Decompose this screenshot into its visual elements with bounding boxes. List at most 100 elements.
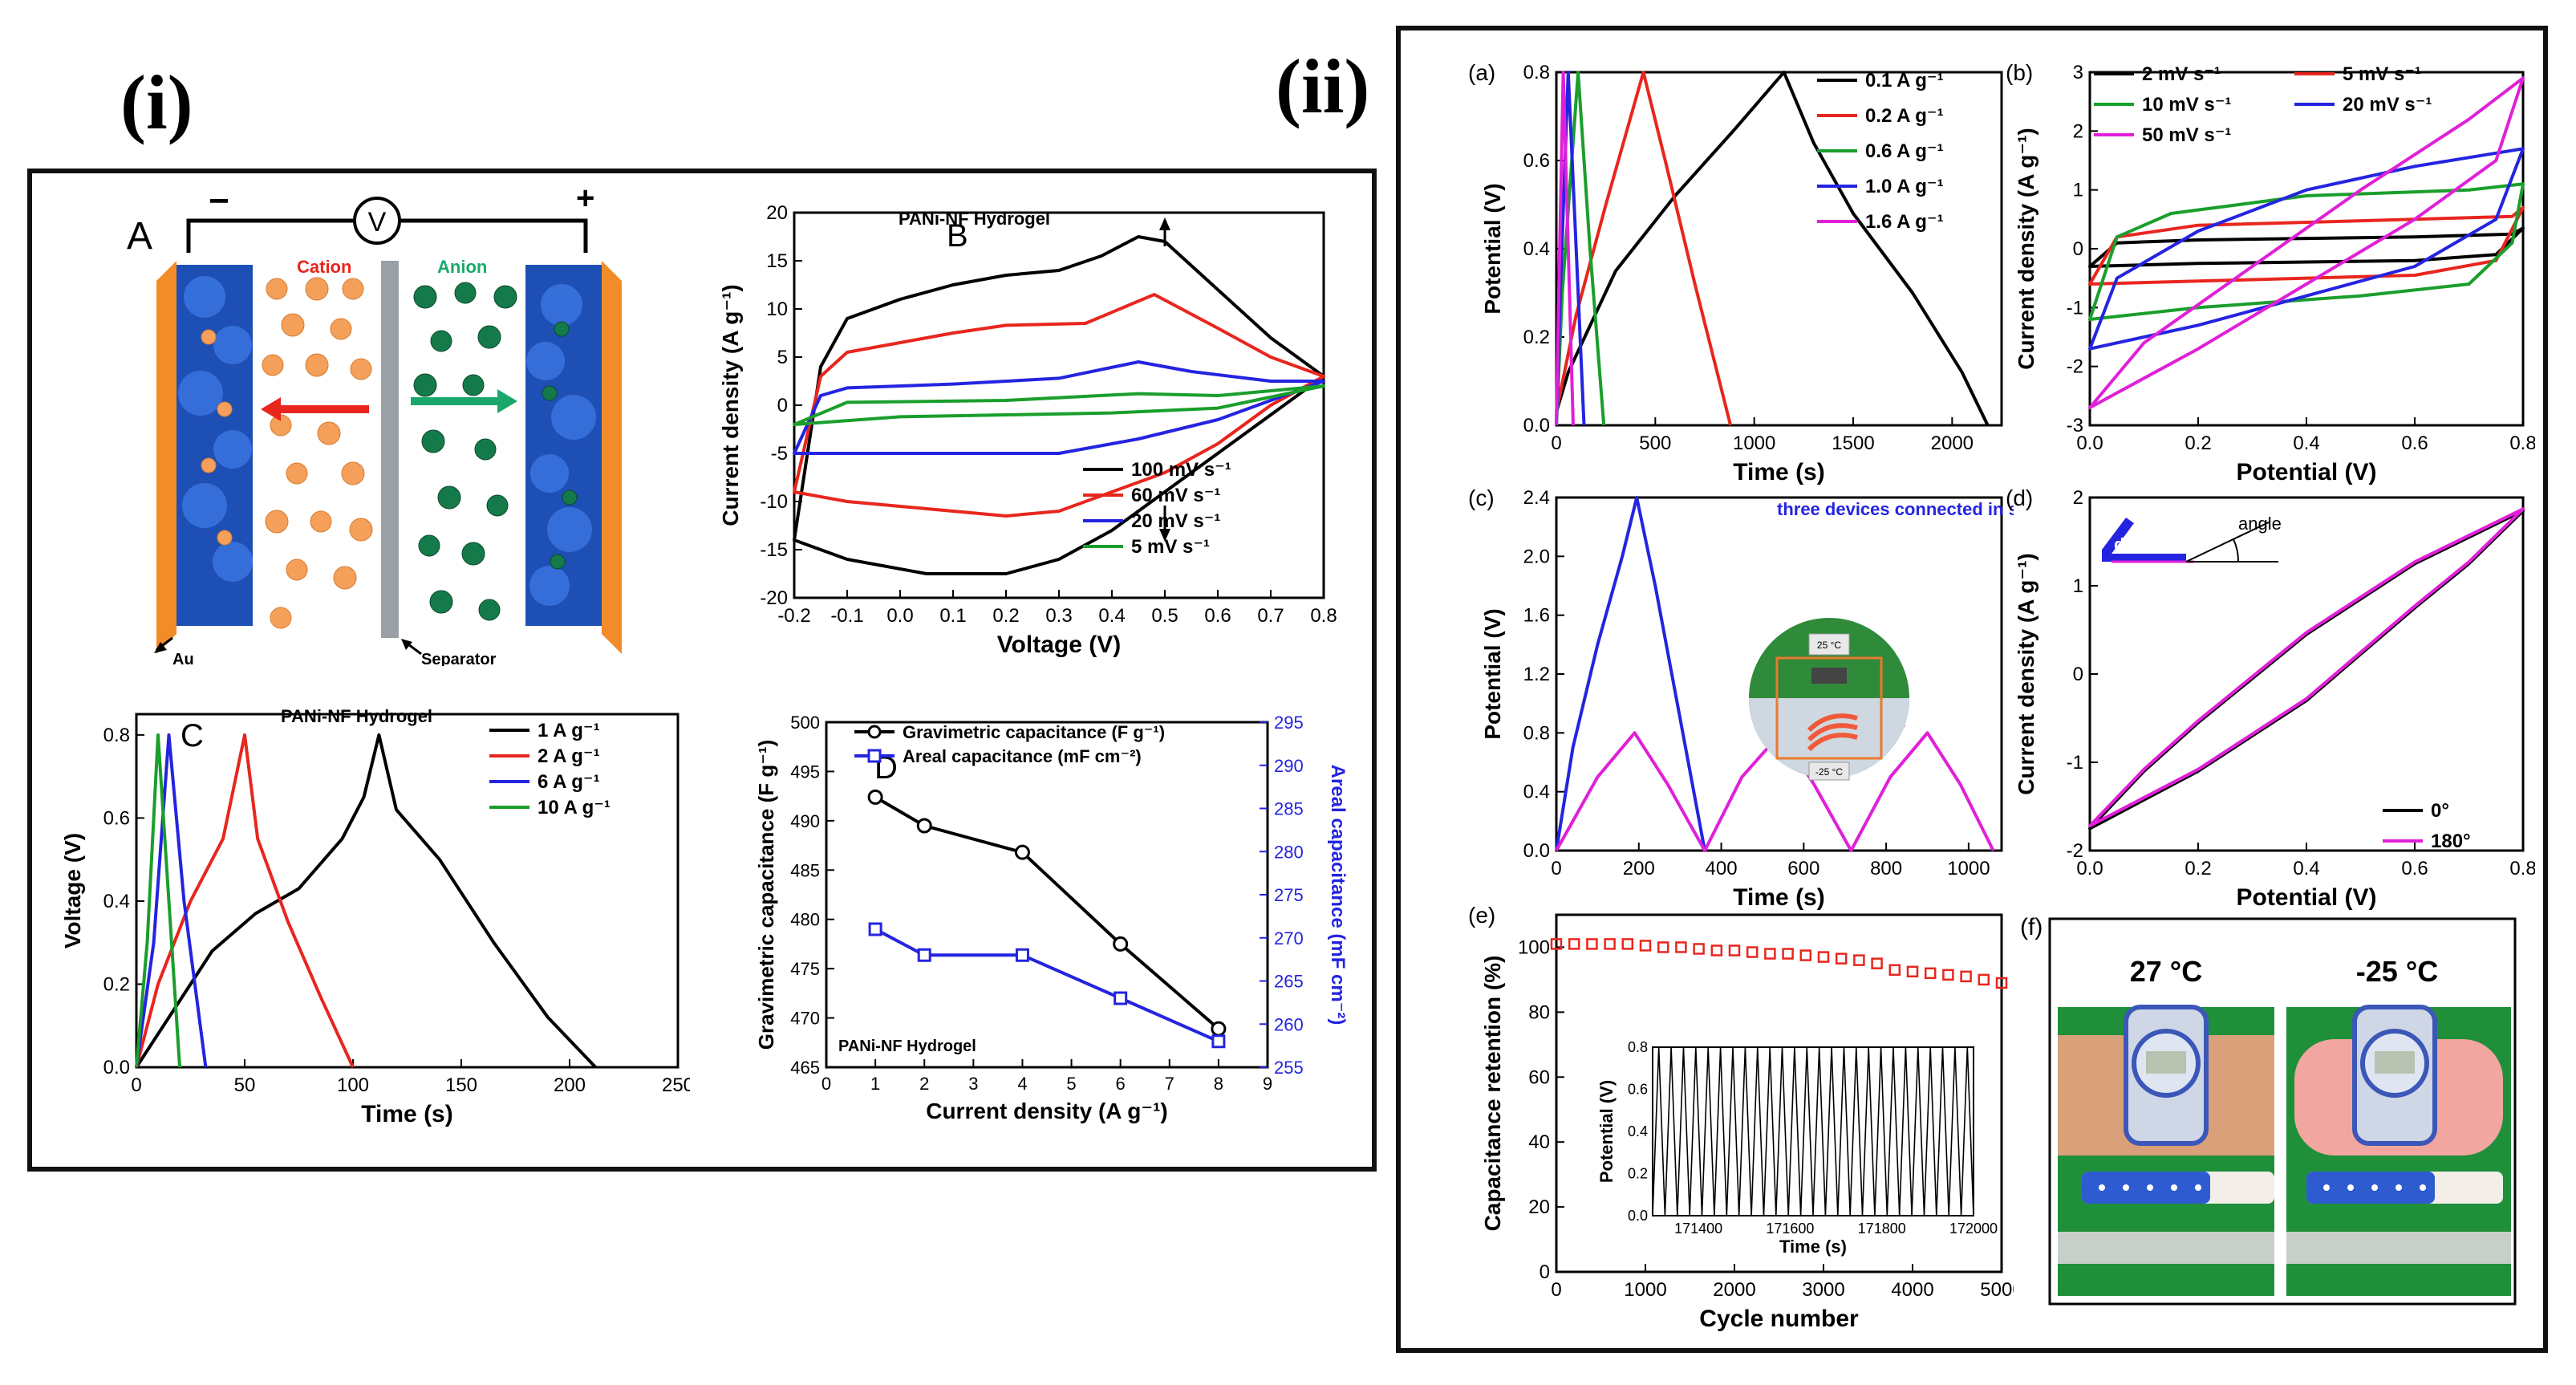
data-point [1550,938,1563,950]
x-tick-label: -0.1 [830,605,863,627]
legend-label: 2 mV s⁻¹ [2142,63,2221,85]
device-shape [2102,518,2186,562]
series-line [135,733,597,1069]
x-tick-label: 0 [1551,1279,1561,1301]
inset-y-tick-label: 0.0 [1628,1208,1648,1224]
series-line [135,733,181,1068]
chart-annotation: PANi-NF Hydrogel [899,209,1050,229]
y-axis-label: Potential (V) [1480,183,1505,314]
y-tick-label: 0.0 [1523,840,1550,862]
series-line [2088,507,2525,828]
x-tick-label: 200 [1623,858,1655,879]
separator-label: Separator [421,651,497,666]
x-tick-label: 1000 [1733,433,1775,454]
y-tick-label: 20 [1528,1196,1550,1218]
separator-bar [381,261,399,638]
x-tick-label: 0.0 [886,605,913,627]
y-tick-label: 0.4 [103,891,130,912]
x-axis-label: Time (s) [1733,884,1824,911]
series-line [2088,226,2525,268]
y-axis-label: Current density (A g⁻¹) [2014,128,2038,370]
legend-marker [867,749,882,763]
y-tick-label: -5 [771,443,788,465]
x-tick-label: 0.2 [992,605,1019,627]
x-tick-label: 600 [1787,858,1819,879]
plot-frame [1555,913,2003,1273]
panel-letter: (e) [1468,903,1495,928]
y-tick-label: 1 [2073,575,2083,597]
x-tick-label: 7 [1165,1074,1174,1094]
data-point [1960,970,1972,983]
cation-label: Cation [297,257,351,277]
y-tick-label: 60 [1528,1066,1550,1088]
y-axis-label: Voltage (V) [60,833,85,948]
left-electrode [156,261,176,654]
y-tick-label: 0.8 [103,725,130,746]
data-point [1586,938,1598,950]
y-axis-label: Current density (A g⁻¹) [2014,553,2038,795]
y-tick-label: 100 [1518,936,1550,958]
legend-label: 2 A g⁻¹ [538,745,600,767]
legend-marker [867,725,882,739]
device-photo-inset: 25 °C -25 °C [1749,618,1909,781]
inset-x-tick-label: 172000 [1949,1221,1998,1237]
x-axis-label: Time (s) [361,1101,452,1127]
y-tick-label: 475 [790,959,820,979]
data-point [1942,969,1954,981]
data-point [1014,844,1030,860]
y-tick-label: -3 [2067,415,2083,437]
right-electrode [602,261,622,654]
arrow-up-head [1159,217,1170,230]
x-tick-label: 0 [131,1074,141,1096]
x-tick-label: 0.0 [2076,858,2103,879]
x-tick-label: 0 [1551,433,1561,454]
data-point [868,922,882,936]
series-line [793,235,1325,575]
data-point [867,789,883,805]
y-tick-label: 20 [766,202,788,224]
y-tick-label: 5 [777,347,788,368]
data-point [1995,977,2008,989]
y-tick-label: 0 [777,395,788,416]
inset-y-tick-label: 0.6 [1628,1082,1648,1098]
data-point [1853,954,1865,966]
data-point [1568,938,1580,950]
series-line [793,384,1325,426]
y-tick-label: 485 [790,860,820,880]
x-tick-label: 0.4 [1098,605,1125,627]
x-tick-label: 0 [821,1074,831,1094]
x-tick-label: 0.8 [2509,433,2535,454]
data-point [1113,936,1129,952]
x-tick-label: 8 [1214,1074,1223,1094]
y-tick-label: 0.0 [1523,415,1550,437]
y-tick-label: -2 [2067,356,2083,378]
x-tick-label: 0.2 [2185,858,2211,879]
data-point [1906,965,1919,978]
data-point [1799,949,1812,961]
x-tick-label: 0.6 [2401,858,2428,879]
panel-letter: B [947,218,968,254]
minus-sign: − [209,185,229,221]
y-tick-label: 40 [1528,1131,1550,1153]
x-tick-label: 0.6 [1204,605,1231,627]
y2-tick-label: 270 [1274,928,1304,948]
x-tick-label: 400 [1706,858,1738,879]
x-axis-label: Time (s) [1733,459,1824,485]
plot-frame [135,713,679,1069]
data-point [1604,938,1616,950]
voltmeter-symbol: V [368,207,387,238]
y-tick-label: 1 [2073,180,2083,201]
panel-letter: C [181,718,204,753]
angle-arc [2233,538,2240,563]
angle-ray [2185,521,2271,563]
x-tick-label: 250 [662,1074,690,1096]
data-point [1114,991,1128,1005]
y-axis-label: Potential (V) [1480,608,1505,739]
y2-tick-label: 285 [1274,799,1304,819]
data-point [1211,1034,1226,1049]
series-line [2088,147,2525,351]
y2-tick-label: 265 [1274,972,1304,992]
inset-y-tick-label: 0.8 [1628,1039,1648,1055]
x-tick-label: 0.0 [2076,433,2103,454]
